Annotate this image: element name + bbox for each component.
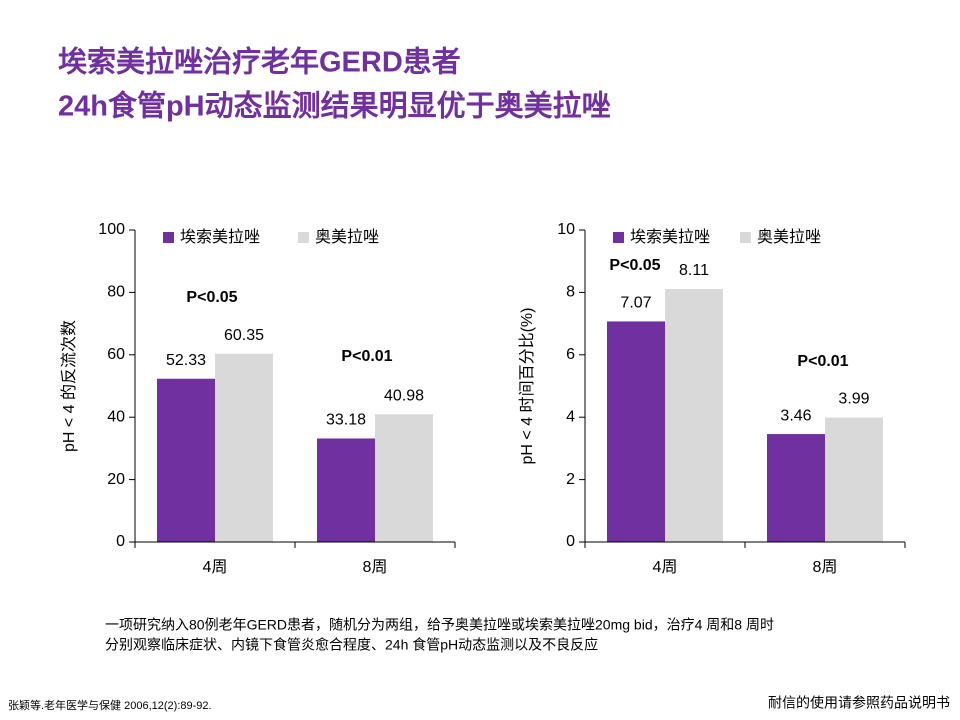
annotation: P<0.05 — [609, 257, 660, 274]
x-tick-label: 8周 — [363, 559, 388, 576]
y-tick-label: 6 — [566, 346, 575, 363]
y-axis-label: pH < 4 的反流次数 — [60, 320, 78, 452]
y-tick-label: 60 — [107, 346, 125, 363]
x-tick-label: 4周 — [203, 559, 228, 576]
y-axis-label: pH < 4 时间百分比(%) — [518, 308, 536, 465]
bar — [767, 434, 825, 542]
bar — [215, 353, 273, 542]
bar — [825, 417, 883, 542]
legend-label: 埃索美拉唑 — [630, 228, 710, 246]
y-tick-label: 40 — [107, 408, 125, 425]
title: 24h食管pH动态监测结果明显优于奥美拉唑 — [58, 89, 611, 123]
value-label: 40.98 — [384, 387, 424, 404]
value-label: 3.46 — [780, 407, 811, 424]
annotation: P<0.01 — [341, 348, 392, 365]
y-tick-label: 2 — [566, 471, 575, 488]
bar — [607, 321, 665, 542]
annotation: P<0.01 — [797, 353, 848, 370]
citation: 张颖等.老年医学与保健 2006,12(2):89-92. — [8, 698, 212, 712]
y-tick-label: 80 — [107, 284, 125, 301]
y-tick-label: 4 — [566, 408, 575, 425]
x-tick-label: 4周 — [653, 559, 678, 576]
value-label: 7.07 — [620, 295, 651, 312]
annotation: P<0.05 — [186, 289, 237, 306]
y-tick-label: 0 — [566, 533, 575, 550]
note: 一项研究纳入80例老年GERD患者，随机分为两组，给予奥美拉唑或埃索美拉唑20m… — [105, 617, 774, 633]
value-label: 52.33 — [166, 352, 206, 369]
note: 分别观察临床症状、内镜下食管炎愈合程度、24h 食管pH动态监测以及不良反应 — [105, 637, 598, 653]
y-tick-label: 20 — [107, 471, 125, 488]
legend-label: 奥美拉唑 — [315, 228, 379, 246]
bar — [157, 378, 215, 542]
legend-swatch — [163, 232, 174, 243]
legend-label: 奥美拉唑 — [757, 228, 821, 246]
bar — [665, 288, 723, 542]
legend-label: 埃索美拉唑 — [180, 228, 260, 246]
value-label: 60.35 — [224, 327, 264, 344]
y-tick-label: 0 — [116, 533, 125, 550]
legend-swatch — [740, 232, 751, 243]
title: 埃索美拉唑治疗老年GERD患者 — [58, 45, 461, 79]
y-tick-label: 100 — [98, 221, 125, 238]
legend-swatch — [613, 232, 624, 243]
bar — [375, 414, 433, 542]
value-label: 3.99 — [838, 391, 869, 408]
bar — [317, 438, 375, 542]
legend-swatch — [298, 232, 309, 243]
value-label: 33.18 — [326, 412, 366, 429]
value-label: 8.11 — [679, 262, 709, 279]
y-tick-label: 8 — [566, 284, 575, 301]
x-tick-label: 8周 — [813, 559, 838, 576]
y-tick-label: 10 — [557, 221, 575, 238]
footer: 耐信的使用请参照药品说明书 — [768, 695, 950, 711]
